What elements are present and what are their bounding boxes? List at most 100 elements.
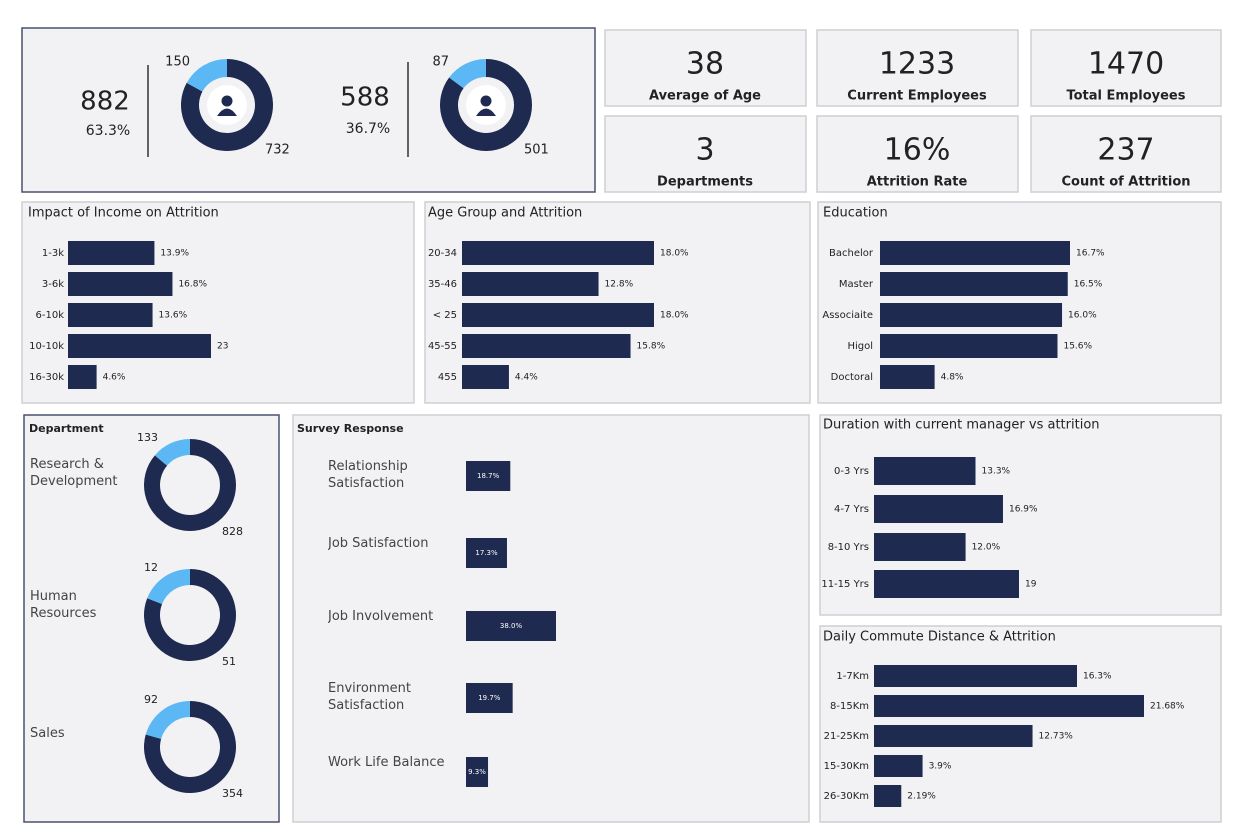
category-label: Environment Satisfaction [328,681,412,713]
value-label: 16.0% [1068,311,1097,321]
donut-segment [154,439,190,466]
donut-segment [144,569,237,662]
bar [880,303,1063,327]
value-label: 12.73% [1039,732,1074,742]
category-label: Relationship Satisfaction [328,459,408,491]
category-label: 15-30Km [824,761,869,772]
category-label: Environment Satisfaction [328,681,412,713]
donut-label: 732 [265,143,290,158]
card [816,115,1019,193]
category-label: < 25 [433,310,457,321]
bar [462,334,631,358]
icon-body [476,108,496,116]
bar [874,755,923,777]
donut-segment [186,59,227,92]
bar [874,570,1019,598]
card-value: 38 [686,47,724,82]
value-label: 2.19% [907,792,936,802]
card [604,115,807,193]
female-total: 588 [340,83,390,113]
category-label: 35-46 [428,279,457,290]
panel-title: Age Group and Attrition [428,206,582,221]
donut-label: 133 [137,431,158,444]
panel-title: Duration with current manager vs attriti… [823,418,1100,433]
category-label: 1-7Km [836,671,869,682]
value-label: 16.5% [1074,280,1103,290]
value-label: 19 [1025,580,1037,590]
bar [874,725,1033,747]
card-label: Count of Attrition [1061,175,1190,190]
bar [880,365,935,389]
bar [874,533,966,561]
category-label: Job Involvement [328,609,434,624]
donut-label: 150 [165,55,190,70]
bar [874,785,902,807]
bar [874,457,976,485]
card [604,29,807,107]
value-label: 12.8% [605,280,634,290]
value-label: 15.6% [1063,342,1092,352]
panel [817,201,1222,404]
card [816,29,1019,107]
value-label: 21.68% [1150,702,1185,712]
card-label: Attrition Rate [867,175,968,190]
value-label: 13.3% [982,467,1011,477]
category-label: Work Life Balance [328,755,444,770]
bar [880,241,1070,265]
value-label: 17.3% [475,549,498,557]
value-label: 18.7% [477,472,500,480]
male-total: 882 [80,87,130,117]
value-label: 38.0% [500,622,523,630]
marks: 38 Average of Age 1233 Current Employees 147… [28,47,1191,807]
category-label: Research & Development [30,457,118,489]
value-label: 13.6% [159,311,188,321]
value-label: 18.0% [660,311,689,321]
bar [68,241,155,265]
bar [466,757,489,787]
icon-body [217,108,237,116]
panel-title: Survey Response [297,422,404,435]
card-value: 1233 [879,47,955,82]
category-label: 26-30Km [824,791,869,802]
bar [462,241,654,265]
value-label: 12.0% [972,543,1001,553]
value-label: 16.3% [1083,672,1112,682]
category-label: Human Resources [30,589,97,621]
category-label: 0-3 Yrs [834,466,869,477]
category-label: 4-7 Yrs [834,504,869,515]
bar [68,365,97,389]
category-label: 8-10 Yrs [828,542,869,553]
icon-head [480,95,492,107]
category-label: Job Satisfaction [328,536,429,551]
value-label: 16.7% [1076,249,1105,259]
value-label: 23 [217,342,228,352]
category-label: 20-34 [428,248,457,259]
card-label: Total Employees [1066,89,1185,104]
panel-title: Department [29,422,104,435]
bar [462,272,599,296]
bar [874,665,1077,687]
card-label: Departments [657,175,753,190]
donut-label: 51 [222,655,236,668]
category-label: 6-10k [36,310,65,321]
category-label: 3-6k [42,279,64,290]
card-value: 3 [695,133,714,168]
card-label: Average of Age [649,89,761,104]
category-label: 21-25Km [824,731,869,742]
bar [880,334,1058,358]
category-label: 8-15Km [830,701,869,712]
donut-label: 12 [144,561,158,574]
value-label: 3.9% [929,762,952,772]
category-label: Higol [847,341,873,352]
panel-title: Impact of Income on Attrition [28,206,219,221]
donut-segment [144,439,237,531]
male-share: 63.3% [86,123,130,139]
icon-head [221,95,233,107]
category-label: Human Resources [30,589,97,621]
category-label: 10-10k [29,341,64,352]
card-label: Current Employees [847,89,987,104]
bar [68,272,173,296]
donut-label: 828 [222,525,243,538]
bar [68,334,211,358]
bar [466,538,507,568]
